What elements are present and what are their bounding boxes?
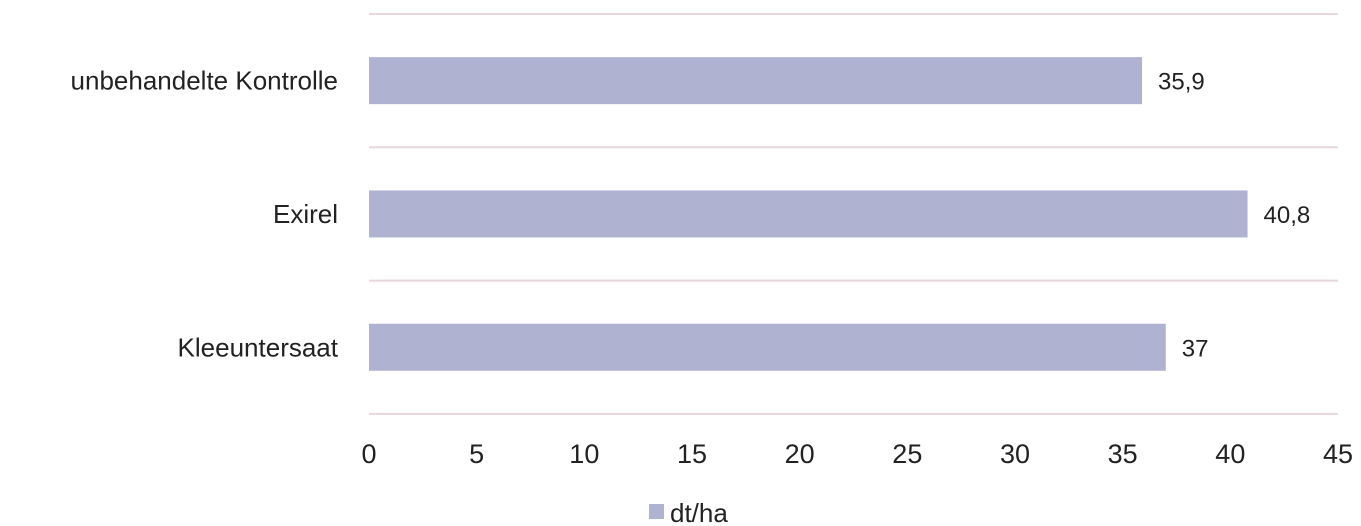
- x-tick-label: 5: [469, 439, 484, 469]
- bar: [369, 190, 1248, 238]
- value-labels: 35,9 40,8 37: [1158, 69, 1310, 363]
- value-label: 40,8: [1264, 202, 1311, 229]
- x-tick-label: 20: [785, 439, 815, 469]
- category-label: Exirel: [273, 199, 338, 229]
- x-tick-label: 35: [1108, 439, 1138, 469]
- x-tick-label: 30: [1000, 439, 1030, 469]
- grid-lines: [369, 13, 1338, 415]
- legend: dt/ha: [649, 498, 728, 526]
- value-label: 35,9: [1158, 69, 1205, 96]
- legend-label: dt/ha: [670, 498, 728, 526]
- bars: [369, 57, 1248, 371]
- bar: [369, 323, 1166, 371]
- bar: [369, 57, 1143, 105]
- x-tick-label: 10: [569, 439, 599, 469]
- category-label: unbehandelte Kontrolle: [71, 66, 338, 96]
- value-label: 37: [1182, 335, 1209, 362]
- category-label: Kleeuntersaat: [178, 332, 339, 362]
- x-tick-label: 15: [677, 439, 707, 469]
- x-tick-label: 25: [892, 439, 922, 469]
- x-axis-ticks: 0 5 10 15 20 25 30 35 40 45: [361, 439, 1353, 469]
- x-tick-label: 45: [1323, 439, 1353, 469]
- category-labels: unbehandelte Kontrolle Exirel Kleeuntersaa…: [71, 66, 339, 363]
- legend-swatch: [649, 504, 664, 519]
- x-tick-label: 40: [1215, 439, 1245, 469]
- x-tick-label: 0: [361, 439, 376, 469]
